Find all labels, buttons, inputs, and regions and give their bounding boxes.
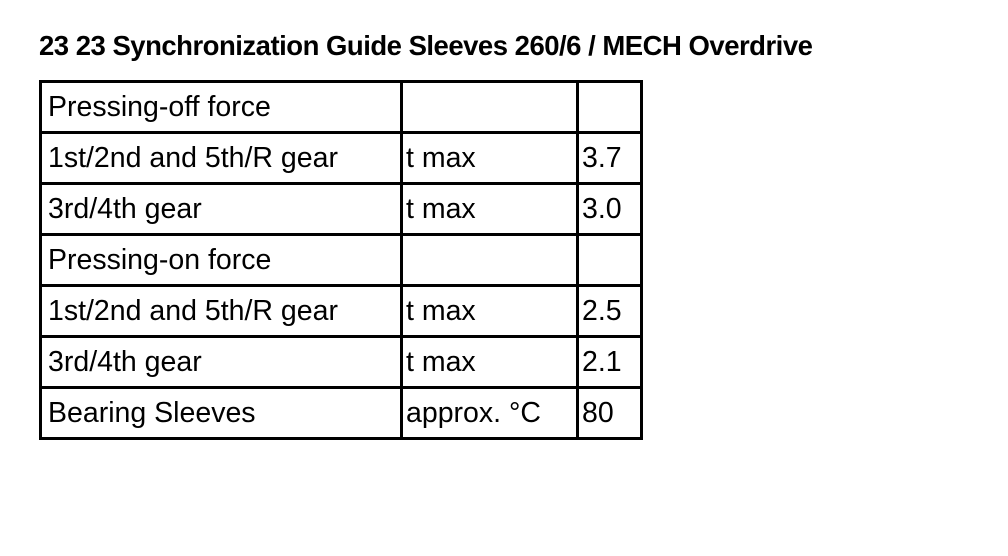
table-row: Pressing-off force bbox=[39, 80, 643, 134]
value-cell: 3.0 bbox=[576, 182, 643, 236]
table-row: Bearing Sleeves approx. °C 80 bbox=[39, 386, 643, 440]
unit-cell: approx. °C bbox=[400, 386, 579, 440]
table-row: 1st/2nd and 5th/R gear t max 2.5 bbox=[39, 284, 643, 338]
table-row: 1st/2nd and 5th/R gear t max 3.7 bbox=[39, 131, 643, 185]
label-cell: 3rd/4th gear bbox=[39, 335, 403, 389]
unit-cell bbox=[400, 80, 579, 134]
value-cell: 2.5 bbox=[576, 284, 643, 338]
value-cell: 3.7 bbox=[576, 131, 643, 185]
spec-table: Pressing-off force 1st/2nd and 5th/R gear… bbox=[39, 80, 643, 440]
label-cell: Pressing-off force bbox=[39, 80, 403, 134]
label-cell: Pressing-on force bbox=[39, 233, 403, 287]
unit-cell: t max bbox=[400, 131, 579, 185]
page-title: 23 23 Synchronization Guide Sleeves 260/… bbox=[39, 30, 813, 61]
table-row: 3rd/4th gear t max 2.1 bbox=[39, 335, 643, 389]
unit-cell: t max bbox=[400, 335, 579, 389]
label-cell: Bearing Sleeves bbox=[39, 386, 403, 440]
table-row: Pressing-on force bbox=[39, 233, 643, 287]
label-cell: 1st/2nd and 5th/R gear bbox=[39, 284, 403, 338]
unit-cell: t max bbox=[400, 284, 579, 338]
table-row: 3rd/4th gear t max 3.0 bbox=[39, 182, 643, 236]
value-cell bbox=[576, 233, 643, 287]
label-cell: 1st/2nd and 5th/R gear bbox=[39, 131, 403, 185]
label-cell: 3rd/4th gear bbox=[39, 182, 403, 236]
value-cell: 2.1 bbox=[576, 335, 643, 389]
value-cell bbox=[576, 80, 643, 134]
value-cell: 80 bbox=[576, 386, 643, 440]
unit-cell bbox=[400, 233, 579, 287]
unit-cell: t max bbox=[400, 182, 579, 236]
